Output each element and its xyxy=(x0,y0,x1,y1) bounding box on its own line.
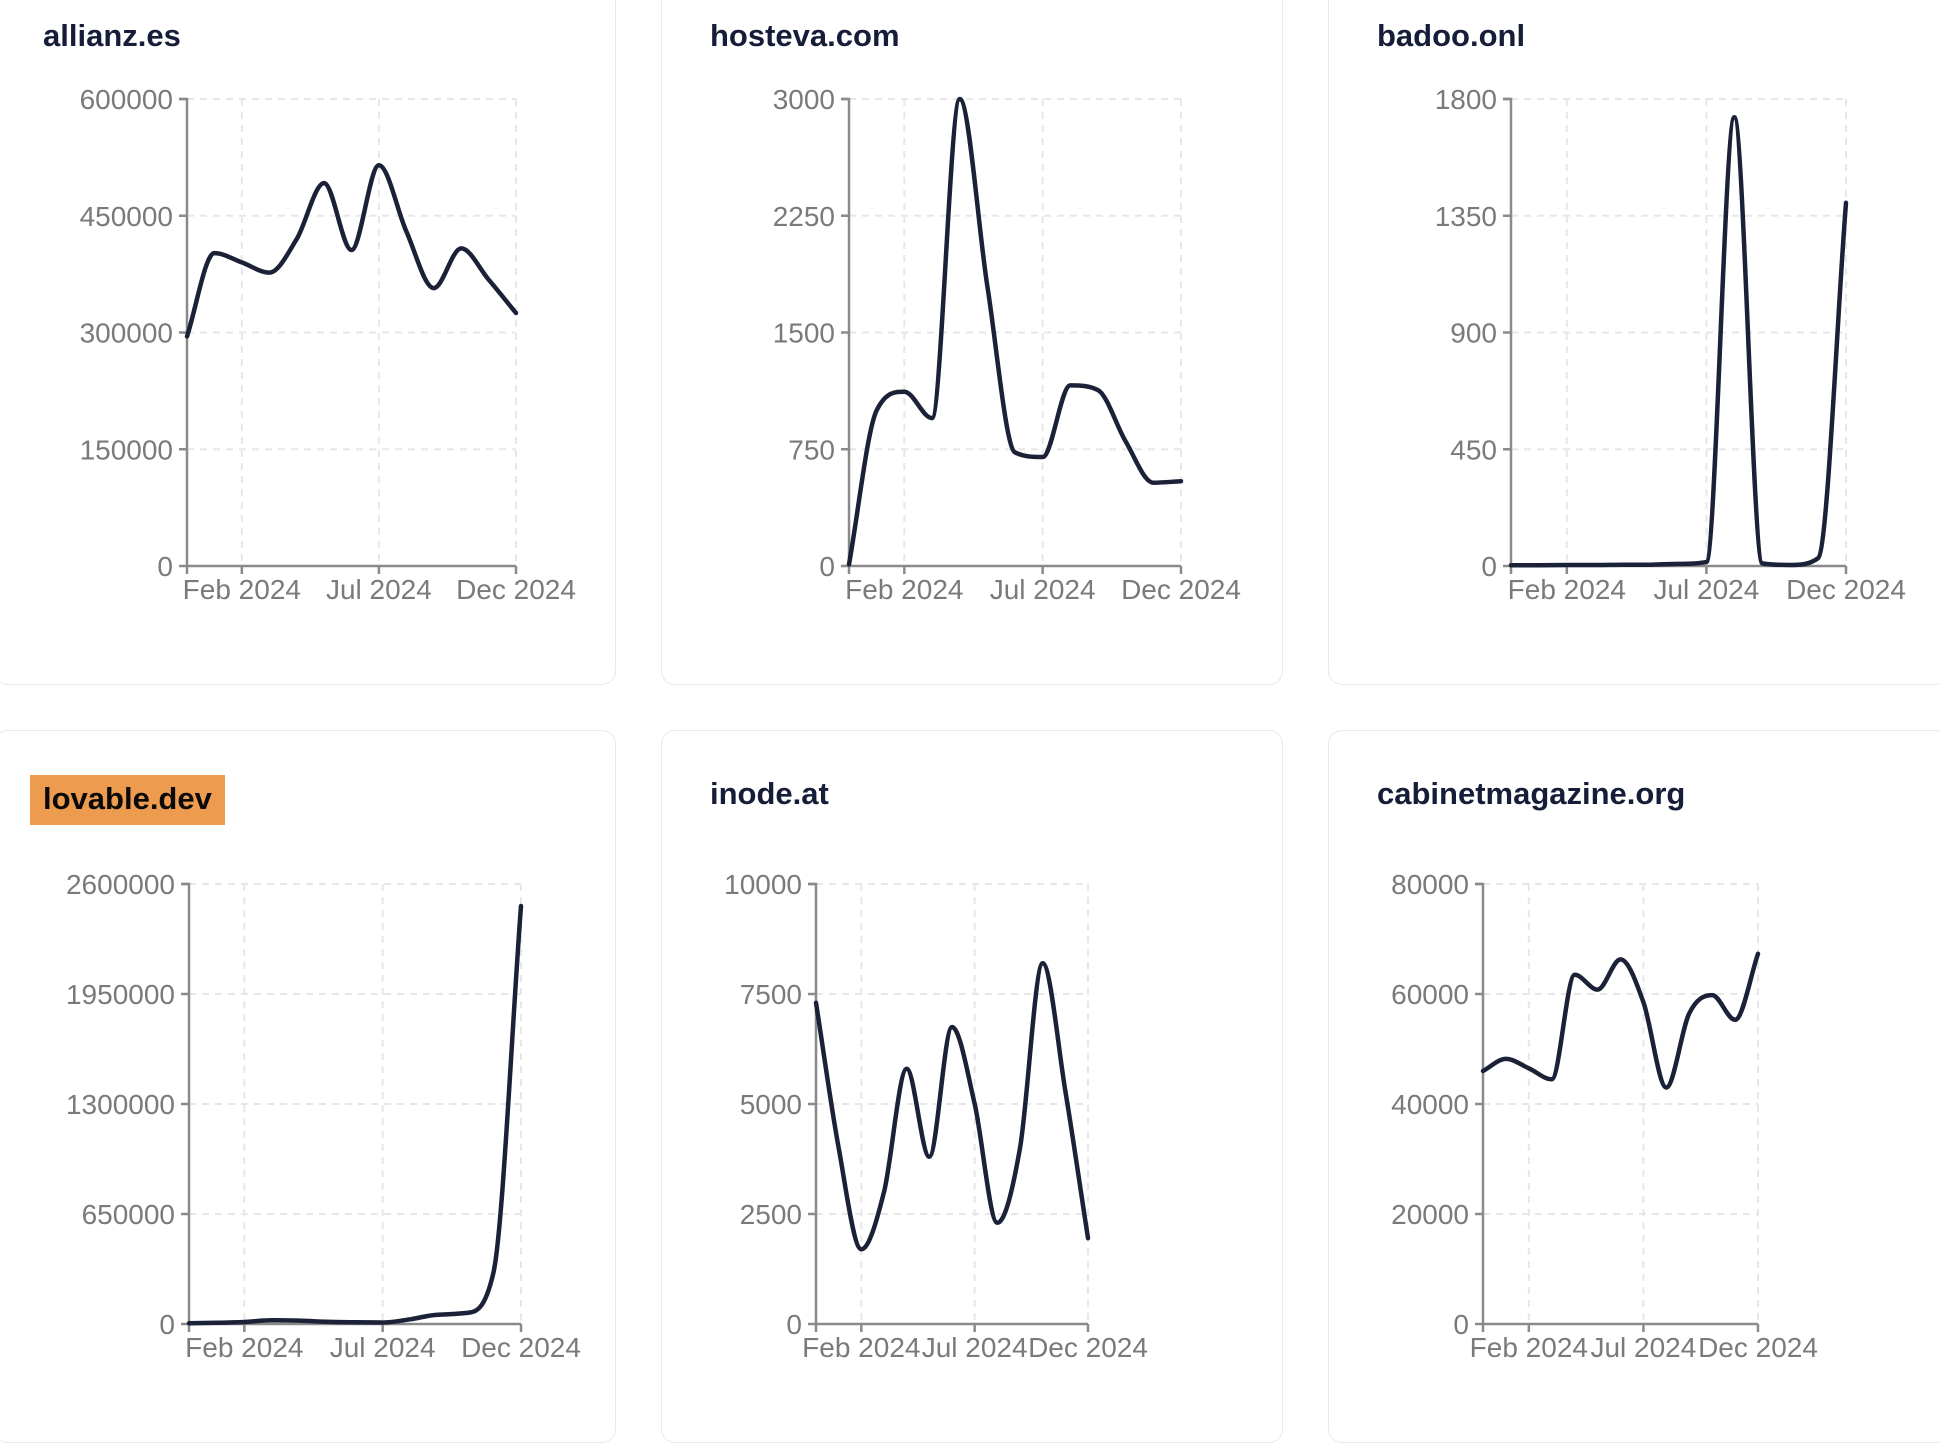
svg-text:Jul 2024: Jul 2024 xyxy=(330,1332,436,1363)
svg-text:Dec 2024: Dec 2024 xyxy=(1028,1332,1148,1363)
svg-text:80000: 80000 xyxy=(1391,869,1469,900)
domain-title[interactable]: allianz.es xyxy=(43,18,181,53)
svg-text:650000: 650000 xyxy=(82,1199,175,1230)
svg-text:300000: 300000 xyxy=(80,318,173,349)
svg-text:0: 0 xyxy=(786,1309,802,1340)
svg-text:450: 450 xyxy=(1450,434,1497,465)
svg-text:Dec 2024: Dec 2024 xyxy=(461,1332,581,1363)
chart-card: cabinetmagazine.org 0 20000 40000 60000 8000… xyxy=(1328,730,1940,1443)
svg-text:Feb 2024: Feb 2024 xyxy=(802,1332,920,1363)
svg-text:Jul 2024: Jul 2024 xyxy=(922,1332,1028,1363)
svg-text:2600000: 2600000 xyxy=(66,869,175,900)
svg-text:0: 0 xyxy=(1453,1309,1469,1340)
traffic-line-chart: 0 20000 40000 60000 80000 Feb 2024 Jul 2024 Dec… xyxy=(1391,869,1818,1363)
chart-card: hosteva.com 0 750 1500 2250 3000 Feb 2024 Jul … xyxy=(661,0,1283,685)
domain-title[interactable]: badoo.onl xyxy=(1377,18,1526,53)
svg-text:20000: 20000 xyxy=(1391,1199,1469,1230)
svg-text:Dec 2024: Dec 2024 xyxy=(1121,574,1241,605)
svg-text:Jul 2024: Jul 2024 xyxy=(990,574,1096,605)
svg-text:0: 0 xyxy=(157,551,173,582)
svg-text:Dec 2024: Dec 2024 xyxy=(456,574,576,605)
traffic-line-chart: 0 150000 300000 450000 600000 Feb 2024 Jul 202… xyxy=(80,84,576,605)
svg-text:Jul 2024: Jul 2024 xyxy=(326,574,432,605)
svg-text:600000: 600000 xyxy=(80,84,173,115)
svg-text:40000: 40000 xyxy=(1391,1089,1469,1120)
svg-text:0: 0 xyxy=(159,1309,175,1340)
svg-text:Jul 2024: Jul 2024 xyxy=(1590,1332,1696,1363)
svg-text:Jul 2024: Jul 2024 xyxy=(1653,574,1759,605)
svg-text:450000: 450000 xyxy=(80,201,173,232)
svg-text:2500: 2500 xyxy=(740,1199,802,1230)
svg-text:Feb 2024: Feb 2024 xyxy=(845,574,963,605)
chart-card: lovable.dev 0 650000 1300000 1950000 2600000… xyxy=(0,730,616,1443)
svg-text:900: 900 xyxy=(1450,318,1497,349)
domain-title-highlighted[interactable]: lovable.dev xyxy=(30,775,225,825)
svg-text:750: 750 xyxy=(788,434,835,465)
traffic-line-chart: 0 750 1500 2250 3000 Feb 2024 Jul 2024 Dec 2024 xyxy=(773,84,1241,605)
chart-card: inode.at 0 2500 5000 7500 10000 Feb 2024 Jul 2… xyxy=(661,730,1283,1443)
svg-text:Feb 2024: Feb 2024 xyxy=(1470,1332,1588,1363)
svg-text:Dec 2024: Dec 2024 xyxy=(1786,574,1906,605)
traffic-line-chart: 0 2500 5000 7500 10000 Feb 2024 Jul 2024 Dec 20… xyxy=(724,869,1148,1363)
svg-text:1300000: 1300000 xyxy=(66,1089,175,1120)
svg-text:1800: 1800 xyxy=(1435,84,1497,115)
svg-text:Feb 2024: Feb 2024 xyxy=(1508,574,1626,605)
svg-text:7500: 7500 xyxy=(740,979,802,1010)
svg-text:Feb 2024: Feb 2024 xyxy=(185,1332,303,1363)
svg-text:Dec 2024: Dec 2024 xyxy=(1698,1332,1818,1363)
svg-text:1950000: 1950000 xyxy=(66,979,175,1010)
chart-card: badoo.onl 0 450 900 1350 1800 Feb 2024 Jul 202… xyxy=(1328,0,1940,685)
traffic-line-chart: 0 450 900 1350 1800 Feb 2024 Jul 2024 Dec 2024 xyxy=(1435,84,1906,605)
svg-text:10000: 10000 xyxy=(724,869,802,900)
domain-title[interactable]: inode.at xyxy=(710,776,829,811)
traffic-line-chart: 0 650000 1300000 1950000 2600000 Feb 2024 Jul … xyxy=(66,869,581,1363)
svg-text:3000: 3000 xyxy=(773,84,835,115)
domain-title[interactable]: hosteva.com xyxy=(710,18,900,53)
svg-text:1500: 1500 xyxy=(773,318,835,349)
svg-text:5000: 5000 xyxy=(740,1089,802,1120)
domain-title[interactable]: cabinetmagazine.org xyxy=(1377,776,1686,811)
svg-text:2250: 2250 xyxy=(773,201,835,232)
svg-text:0: 0 xyxy=(1481,551,1497,582)
svg-text:150000: 150000 xyxy=(80,434,173,465)
svg-text:60000: 60000 xyxy=(1391,979,1469,1010)
chart-card: allianz.es 0 150000 300000 450000 600000 Feb … xyxy=(0,0,616,685)
svg-text:Feb 2024: Feb 2024 xyxy=(183,574,301,605)
svg-text:0: 0 xyxy=(819,551,835,582)
svg-text:1350: 1350 xyxy=(1435,201,1497,232)
